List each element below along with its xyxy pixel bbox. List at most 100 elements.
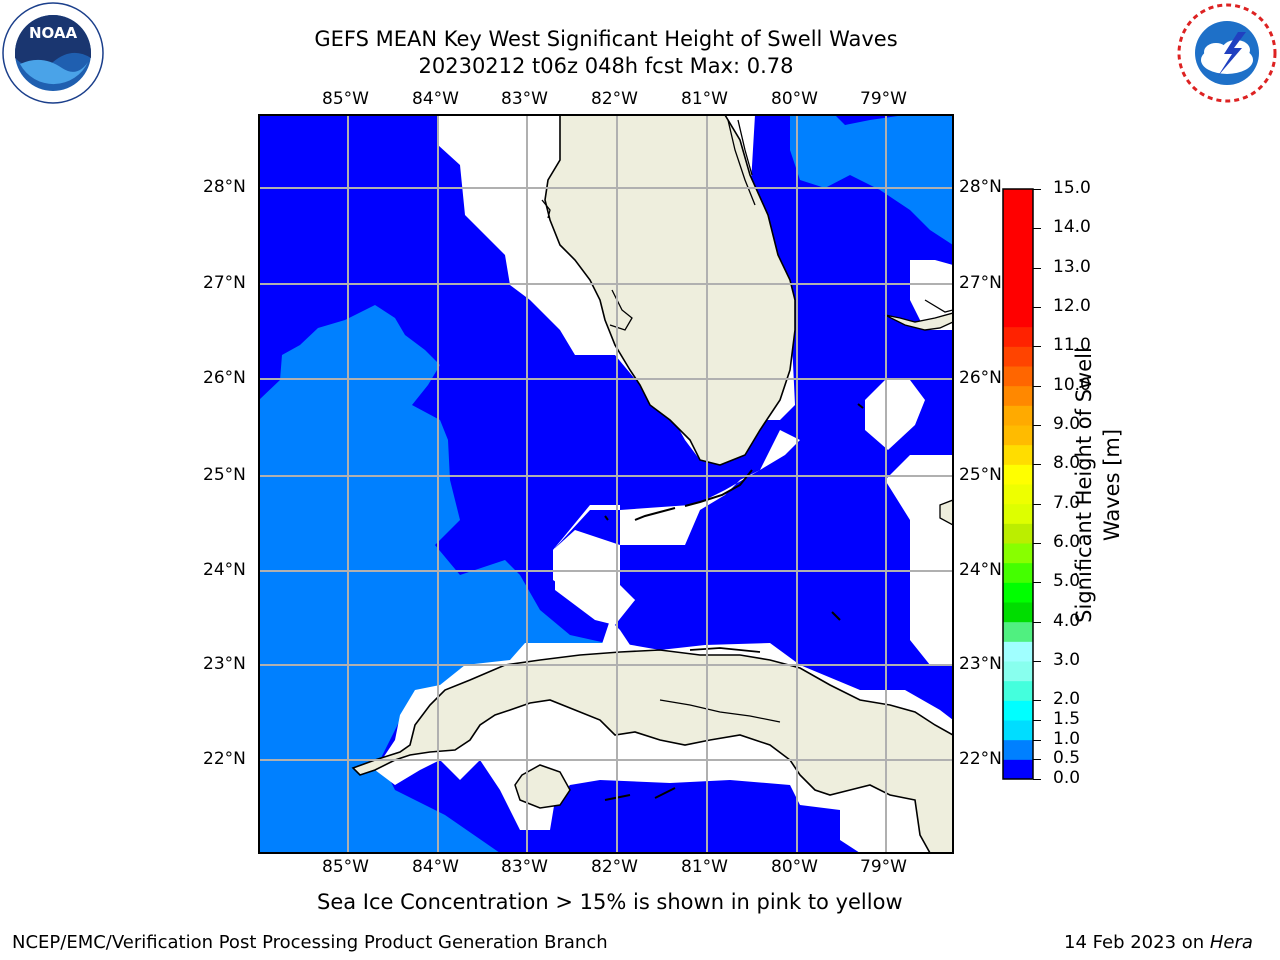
lat-labels-right: 28°N 27°N 26°N 25°N 24°N 23°N 22°N	[959, 0, 1015, 960]
colorbar-tick-label: 10.0	[1053, 374, 1091, 395]
lat-label: 24°N	[959, 560, 1002, 580]
colorbar-tick-mark	[1033, 267, 1041, 269]
colorbar-tick-label: 4.0	[1053, 610, 1081, 631]
lat-label: 27°N	[959, 273, 1002, 293]
lat-label: 25°N	[203, 465, 246, 485]
national-weather-service-logo	[1177, 3, 1277, 103]
sea-ice-caption: Sea Ice Concentration > 15% is shown in …	[317, 890, 903, 914]
lat-label: 28°N	[203, 177, 246, 197]
colorbar-segment	[1003, 444, 1033, 465]
colorbar-segment	[1003, 661, 1033, 682]
lat-label: 22°N	[203, 749, 246, 769]
colorbar-tick-mark	[1033, 621, 1041, 623]
colorbar-tick-mark	[1033, 385, 1041, 387]
colorbar-segment	[1003, 287, 1033, 308]
colorbar-segment	[1003, 208, 1033, 229]
noaa-logo: NOAA	[2, 2, 104, 104]
footer-host: Hera	[1209, 932, 1253, 953]
colorbar-tick-mark	[1033, 720, 1041, 721]
colorbar-tick-mark	[1033, 189, 1041, 190]
colorbar-segment	[1003, 582, 1033, 603]
colorbar-tick-label: 9.0	[1053, 414, 1081, 434]
florida-land	[544, 115, 796, 466]
colorbar-tick-mark	[1033, 582, 1041, 584]
map-frame	[258, 114, 954, 854]
colorbar-tick-label: 1.5	[1053, 709, 1081, 729]
colorbar-segment	[1003, 366, 1033, 387]
lon-label: 83°W	[501, 857, 548, 877]
colorbar-tick-label: 15.0	[1053, 178, 1091, 198]
colorbar-tick-label: 6.0	[1053, 532, 1081, 552]
colorbar-tick-mark	[1033, 543, 1041, 544]
noaa-logo-text: NOAA	[29, 24, 78, 42]
colorbar-label-line1: Significant Height of Swell	[1072, 347, 1096, 623]
colorbar-segment	[1003, 405, 1033, 426]
colorbar-segment	[1003, 523, 1033, 544]
footer-credit: NCEP/EMC/Verification Post Processing Pr…	[12, 932, 608, 953]
colorbar-segment	[1003, 189, 1033, 210]
colorbar-segment	[1003, 562, 1033, 583]
colorbar-segment	[1003, 326, 1033, 347]
colorbar-tick-label: 0.5	[1053, 748, 1081, 769]
colorbar-tick-mark	[1033, 779, 1041, 780]
colorbar-segment	[1003, 307, 1033, 328]
colorbar-tick-mark	[1033, 759, 1041, 761]
chart-title: GEFS MEAN Key West Significant Height of…	[314, 27, 898, 51]
colorbar-tick-mark	[1033, 346, 1041, 348]
colorbar-tick-label: 8.0	[1053, 453, 1081, 474]
colorbar-segment	[1003, 425, 1033, 446]
colorbar-segment	[1003, 385, 1033, 406]
cuba-land	[351, 649, 953, 853]
colorbar-segment	[1003, 228, 1033, 249]
lon-label: 84°W	[412, 857, 459, 877]
lon-label: 80°W	[771, 89, 818, 109]
colorbar-tick-label: 3.0	[1053, 650, 1081, 670]
colorbar-tick-mark	[1033, 464, 1041, 466]
colorbar-label-line2: Waves [m]	[1100, 428, 1124, 542]
colorbar-tick-mark	[1033, 700, 1041, 702]
swell-field-mid-northeast	[790, 115, 953, 245]
lon-labels-bottom: 85°W 84°W 83°W 82°W 81°W 80°W 79°W	[0, 857, 1280, 879]
colorbar-tick-label: 13.0	[1053, 256, 1091, 277]
colorbar-tick-label: 12.0	[1053, 296, 1091, 316]
colorbar-label: Significant Height of Swell Waves [m]	[1070, 285, 1126, 685]
lat-label: 23°N	[959, 654, 1002, 674]
lon-label: 79°W	[860, 857, 907, 877]
colorbar-segment	[1003, 543, 1033, 564]
colorbar-segment	[1003, 720, 1033, 741]
colorbar-tick-mark	[1033, 228, 1041, 230]
lat-label: 26°N	[203, 368, 246, 388]
colorbar-segment	[1003, 484, 1033, 505]
colorbar-ticks: 0.0 0.5 1.0 1.5 2.0 3.0 4.0 5.0 6.0 7.0 8.0 9.0 10.0…	[1000, 0, 1110, 960]
lon-label: 83°W	[501, 89, 548, 109]
lon-label: 82°W	[591, 857, 638, 877]
colorbar-segment	[1003, 248, 1033, 269]
lon-label: 80°W	[771, 857, 818, 877]
colorbar-segment	[1003, 503, 1033, 524]
colorbar-segment	[1003, 346, 1033, 367]
lat-label: 25°N	[959, 465, 1002, 485]
colorbar-segment	[1003, 739, 1033, 760]
colorbar-tick-mark	[1033, 739, 1041, 741]
lat-label: 26°N	[959, 368, 1002, 388]
colorbar-segment	[1003, 759, 1033, 780]
lon-label: 85°W	[322, 89, 369, 109]
colorbar-tick-mark	[1033, 661, 1041, 662]
colorbar-segment	[1003, 621, 1033, 642]
lon-label: 81°W	[681, 89, 728, 109]
lon-labels-top: 85°W 84°W 83°W 82°W 81°W 80°W 79°W	[0, 89, 1280, 111]
lat-label: 22°N	[959, 749, 1002, 769]
colorbar-segment	[1003, 267, 1033, 288]
colorbar-tick-label: 2.0	[1053, 689, 1081, 710]
chart-subtitle: 20230212 t06z 048h fcst Max: 0.78	[418, 54, 794, 78]
lon-label: 82°W	[591, 89, 638, 109]
footer-date: 14 Feb 2023 on Hera	[1064, 932, 1253, 953]
colorbar	[1002, 188, 1034, 780]
lon-label: 85°W	[322, 857, 369, 877]
lat-label: 28°N	[959, 177, 1002, 197]
lon-label: 81°W	[681, 857, 728, 877]
colorbar-tick-label: 0.0	[1053, 768, 1081, 788]
colorbar-segment	[1003, 464, 1033, 485]
colorbar-tick-label: 14.0	[1053, 217, 1091, 238]
colorbar-tick-mark	[1033, 425, 1041, 426]
